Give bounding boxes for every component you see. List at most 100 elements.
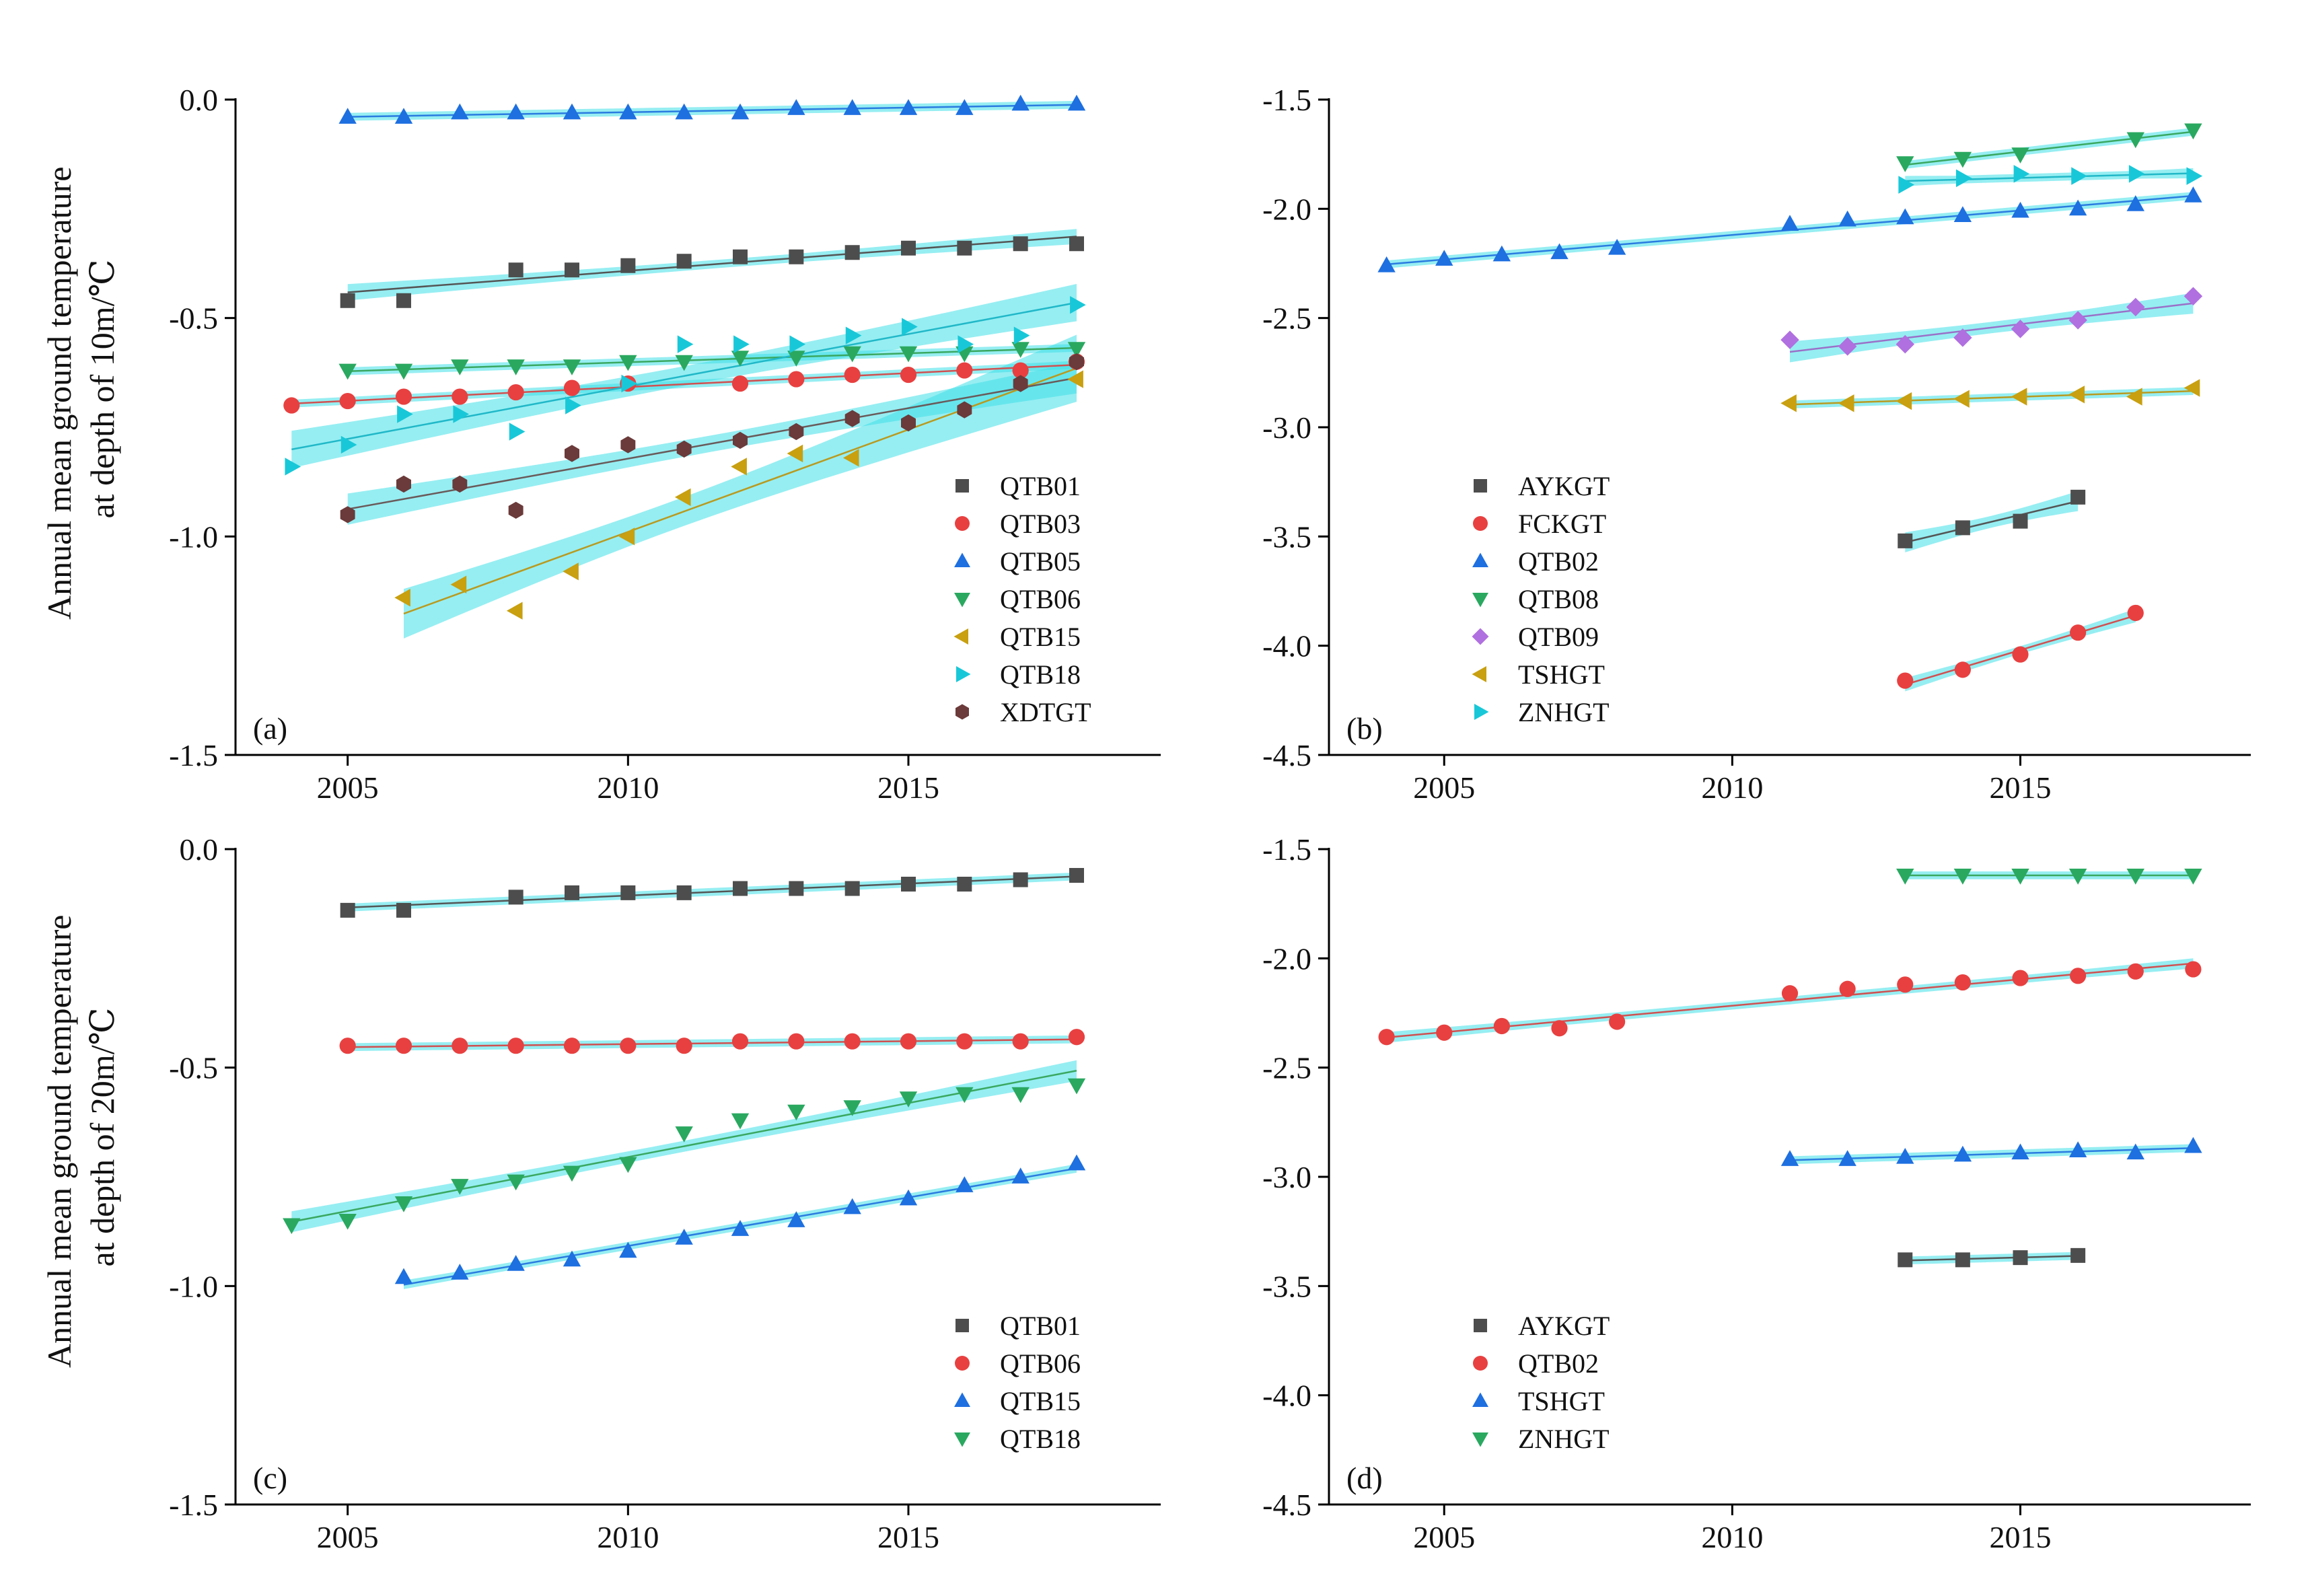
- data-point-qtb01: [565, 885, 579, 900]
- data-point-qtb02: [1781, 985, 1799, 1002]
- data-point-qtb06: [1012, 1033, 1029, 1050]
- legend-label-qtb06: QTB06: [1000, 584, 1081, 614]
- x-tick-label: 2005: [317, 1520, 379, 1554]
- data-point-qtb18: [787, 1104, 805, 1121]
- data-point-qtb06: [676, 1038, 692, 1054]
- data-point-qtb06: [731, 1033, 749, 1050]
- trend-line-qtb01: [347, 235, 1077, 293]
- data-point-tshgt: [2184, 379, 2200, 397]
- data-point-tshgt: [1953, 390, 1970, 408]
- data-point-qtb06: [338, 363, 357, 380]
- legend-marker-xdtgt: [955, 704, 969, 720]
- data-point-qtb02: [2184, 186, 2202, 203]
- trend-line-qtb09: [1789, 302, 2194, 353]
- data-point-qtb15: [674, 488, 691, 507]
- data-point-qtb15: [563, 1250, 581, 1267]
- data-point-qtb02: [1608, 239, 1626, 255]
- data-point-qtb05: [507, 103, 525, 120]
- data-point-qtb06: [844, 1033, 861, 1050]
- data-point-qtb06: [339, 1038, 356, 1054]
- y-tick-label: -1.5: [1262, 83, 1311, 117]
- data-point-qtb18: [1013, 326, 1030, 344]
- data-point-qtb06: [563, 359, 581, 375]
- legend-label-qtb03: QTB03: [1000, 509, 1081, 539]
- y-tick-label: -4.0: [1262, 629, 1311, 663]
- data-point-tshgt: [1896, 1148, 1914, 1164]
- y-tick-label: -1.0: [169, 1269, 218, 1303]
- trend-line-qtb01: [347, 875, 1077, 909]
- legend-marker-qtb18: [956, 666, 971, 682]
- data-point-qtb03: [956, 362, 973, 379]
- data-point-qtb02: [2185, 961, 2202, 978]
- y-axis-label-top-line1: Annual mean ground temperature: [40, 167, 78, 620]
- y-tick-label: -1.5: [1262, 832, 1311, 867]
- data-points: [1378, 869, 2202, 1268]
- data-point-qtb01: [676, 885, 692, 900]
- trend-line-qtb06: [347, 1038, 1077, 1048]
- data-point-qtb01: [396, 293, 411, 308]
- data-point-qtb18: [789, 335, 806, 353]
- data-point-qtb15: [842, 449, 859, 467]
- y-tick-label: -1.5: [169, 738, 218, 772]
- data-point-qtb02: [2011, 201, 2029, 218]
- data-point-xdtgt: [676, 440, 692, 458]
- legend-label-qtb02: QTB02: [1518, 546, 1599, 577]
- data-point-xdtgt: [508, 501, 524, 519]
- data-point-qtb01: [901, 240, 916, 256]
- data-point-qtb02: [2012, 970, 2029, 986]
- legend-marker-qtb15: [953, 628, 968, 645]
- data-point-aykgt: [1898, 1252, 1913, 1268]
- data-point-tshgt: [2126, 1143, 2144, 1160]
- legend-marker-qtb08: [1472, 593, 1488, 608]
- data-point-xdtgt: [957, 401, 972, 419]
- data-point-qtb01: [733, 881, 748, 896]
- legend-label-qtb09: QTB09: [1518, 622, 1599, 652]
- data-point-qtb05: [899, 99, 918, 115]
- legend-marker-tshgt: [1472, 1392, 1488, 1407]
- legend-label-qtb01: QTB01: [1000, 1311, 1081, 1341]
- legend-marker-qtb01: [955, 1319, 969, 1332]
- data-point-znhgt: [2011, 869, 2029, 885]
- data-point-qtb15: [394, 1268, 413, 1284]
- data-point-qtb02: [1435, 250, 1453, 266]
- data-point-qtb01: [957, 876, 972, 892]
- trend-line-qtb05: [347, 104, 1077, 118]
- data-point-qtb01: [1013, 236, 1028, 252]
- legend-label-qtb02: QTB02: [1518, 1348, 1599, 1379]
- data-point-qtb01: [844, 881, 860, 896]
- legend-marker-qtb03: [955, 516, 970, 531]
- data-point-qtb06: [731, 351, 750, 367]
- data-point-qtb09: [2126, 297, 2145, 317]
- data-point-qtb18: [285, 458, 301, 476]
- panel-label: (b): [1346, 711, 1383, 746]
- data-point-fckgt: [2127, 604, 2144, 622]
- data-point-qtb03: [731, 375, 749, 392]
- data-point-aykgt: [2013, 513, 2028, 529]
- legend-label-qtb06: QTB06: [1000, 1348, 1081, 1379]
- data-point-qtb01: [620, 258, 636, 273]
- data-point-qtb02: [1551, 1020, 1568, 1037]
- data-point-qtb05: [1067, 94, 1086, 111]
- data-point-qtb02: [2126, 195, 2144, 211]
- data-point-znhgt: [2071, 167, 2087, 185]
- data-point-qtb06: [1067, 342, 1086, 358]
- x-tick-label: 2010: [597, 770, 659, 805]
- legend-marker-qtb06: [954, 593, 970, 608]
- panel-d: -1.5 -2.0 -2.5 -3.0 -3.5 -4.0 -4.5 2005 2010 2015…: [1262, 832, 2251, 1554]
- y-tick-label: -2.5: [1262, 301, 1311, 336]
- data-point-qtb18: [1011, 1087, 1030, 1103]
- data-point-fckgt: [2012, 646, 2029, 663]
- data-point-qtb18: [340, 435, 357, 454]
- data-point-qtb18: [619, 1157, 637, 1173]
- legend-marker-qtb02: [1472, 552, 1488, 567]
- data-point-qtb06: [507, 359, 525, 375]
- data-point-qtb03: [900, 366, 917, 384]
- data-point-qtb01: [396, 902, 411, 918]
- trend-line-qtb18: [291, 301, 1077, 451]
- data-point-qtb02: [1838, 210, 1856, 227]
- trend-line-xdtgt: [347, 377, 1077, 510]
- data-point-qtb15: [1011, 1167, 1030, 1184]
- data-point-qtb15: [394, 589, 410, 607]
- data-point-qtb06: [1068, 1029, 1085, 1046]
- data-point-znhgt: [1953, 869, 1972, 885]
